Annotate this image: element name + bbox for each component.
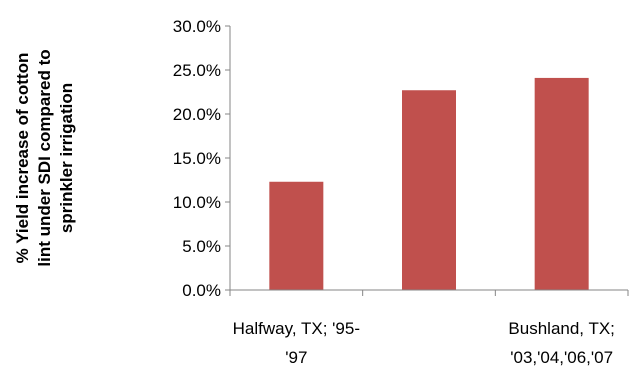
y-tick-label: 5.0%	[182, 237, 221, 256]
x-tick-label: '97	[285, 348, 307, 367]
x-axis-tick-labels: Halfway, TX; '95- '97 Bushland, TX; '03,'04…	[233, 319, 615, 367]
x-tick-label: Bushland, TX;	[508, 319, 614, 338]
y-tick-label: 25.0%	[173, 61, 221, 80]
y-tick-label: 20.0%	[173, 105, 221, 124]
y-axis-title: % Yield increase of cotton lint under SDI…	[13, 49, 76, 266]
y-tick-label: 30.0%	[173, 17, 221, 36]
y-tick-label: 10.0%	[173, 193, 221, 212]
bar	[534, 77, 589, 290]
bar	[402, 90, 456, 291]
bar	[269, 181, 324, 290]
y-tick-label: 15.0%	[173, 149, 221, 168]
y-tick-label: 0.0%	[182, 281, 221, 300]
bars	[269, 77, 589, 291]
y-axis-title-line: lint under SDI compared to	[35, 49, 54, 266]
y-axis-title-line: % Yield increase of cotton	[13, 53, 32, 264]
x-tick-label: Halfway, TX; '95-	[233, 319, 360, 338]
x-tick-label: '03,'04,'06,'07	[510, 348, 613, 367]
y-axis-ticks: 0.0% 5.0% 10.0% 15.0% 20.0% 25.0% 30.0%	[173, 17, 231, 300]
x-axis	[229, 289, 629, 296]
y-axis-title-line: sprinkler irrigation	[57, 83, 76, 233]
